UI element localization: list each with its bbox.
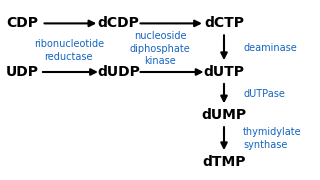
- Text: dCDP: dCDP: [98, 16, 139, 30]
- Text: dUMP: dUMP: [201, 108, 247, 122]
- Text: ribonucleotide
reductase: ribonucleotide reductase: [34, 39, 104, 62]
- Text: CDP: CDP: [6, 16, 38, 30]
- Text: dUTPase: dUTPase: [243, 89, 285, 99]
- Text: nucleoside
diphosphate
kinase: nucleoside diphosphate kinase: [130, 31, 190, 66]
- Text: UDP: UDP: [6, 65, 39, 79]
- Text: dUTP: dUTP: [204, 65, 244, 79]
- Text: dTMP: dTMP: [202, 155, 246, 169]
- Text: dCTP: dCTP: [204, 16, 244, 30]
- Text: thymidylate
synthase: thymidylate synthase: [243, 127, 302, 150]
- Text: dUDP: dUDP: [97, 65, 140, 79]
- Text: deaminase: deaminase: [243, 43, 297, 53]
